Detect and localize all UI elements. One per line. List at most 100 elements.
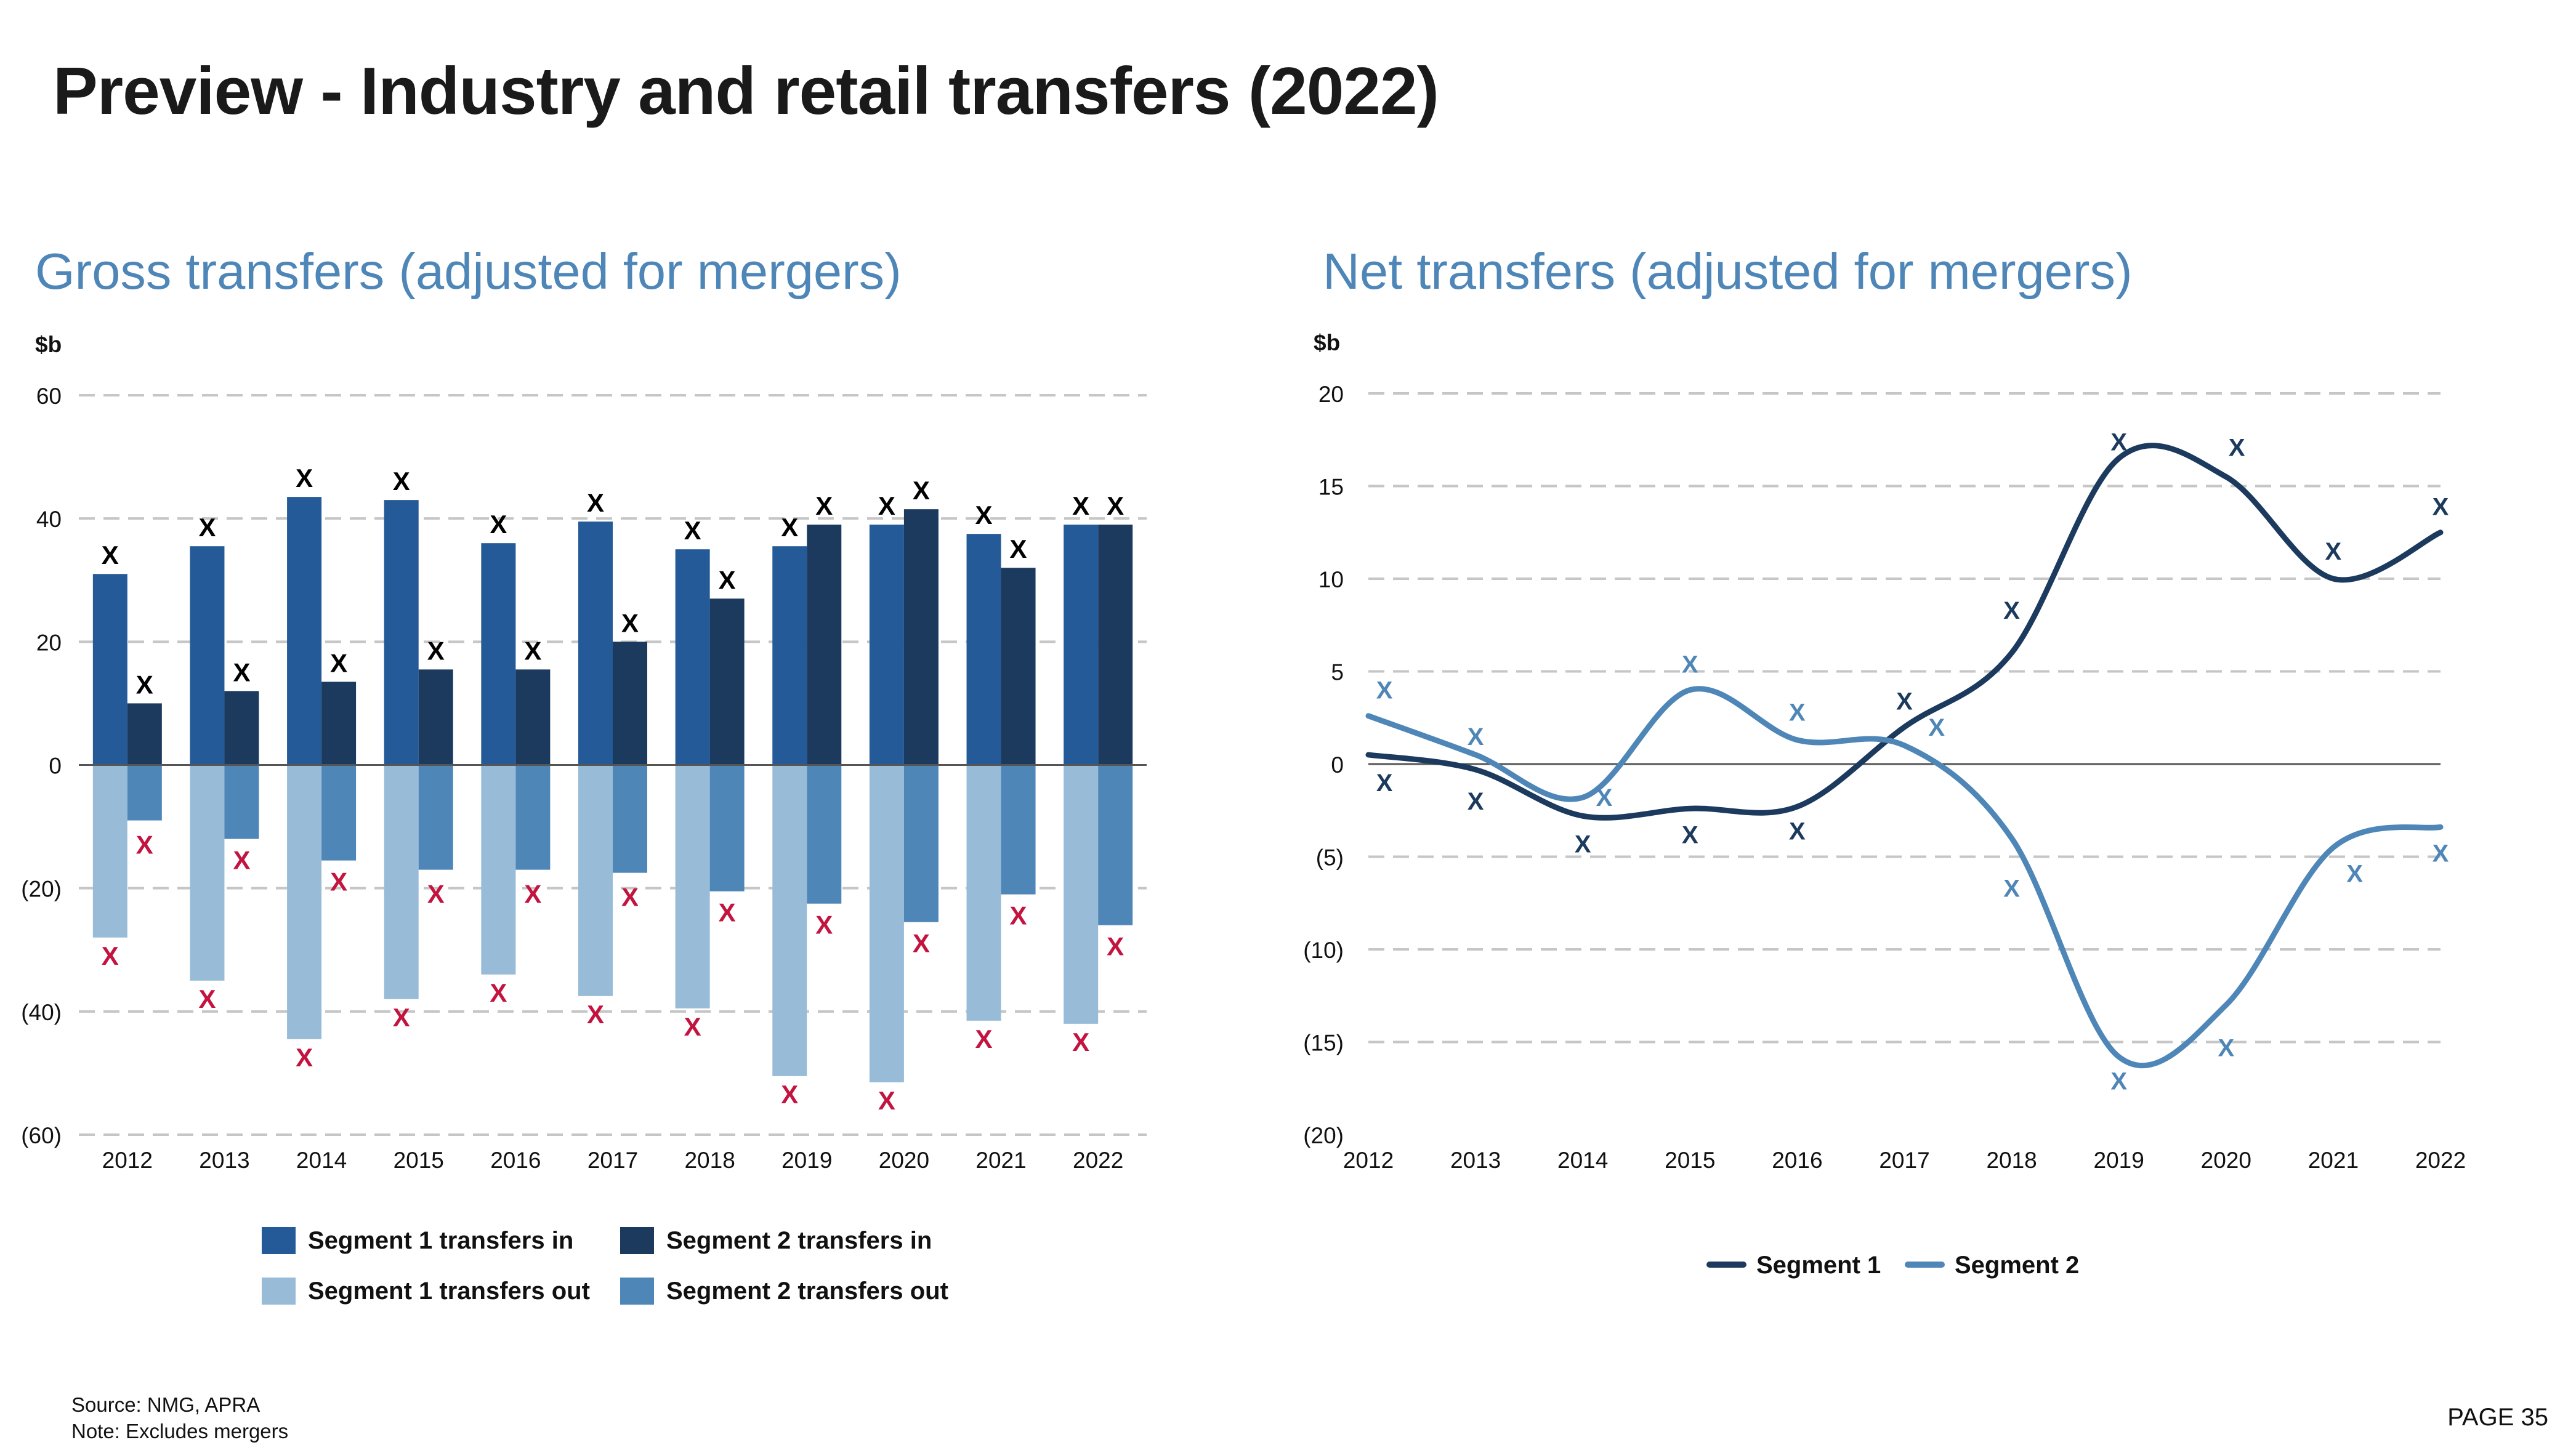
marker-segment2: X xyxy=(1682,651,1698,678)
marker-segment2: X xyxy=(2003,875,2020,903)
bar-segment2-in xyxy=(1001,568,1036,765)
x-tick-label: 2021 xyxy=(975,1148,1026,1173)
bar-segment2-in xyxy=(613,642,647,765)
marker-segment2-out: X xyxy=(233,846,250,875)
marker-segment2: X xyxy=(2433,840,2449,867)
marker-segment2-in: X xyxy=(524,636,541,665)
marker-segment1-out: X xyxy=(102,941,119,970)
marker-segment2-out: X xyxy=(427,880,445,909)
x-tick-label: 2016 xyxy=(490,1148,541,1173)
bar-segment2-out xyxy=(613,765,647,873)
marker-segment1-in: X xyxy=(1072,491,1089,520)
legend-label: Segment 2 transfers out xyxy=(666,1278,948,1305)
marker-segment2-out: X xyxy=(719,898,736,927)
bar-segment1-out xyxy=(578,765,613,996)
bar-segment1-in xyxy=(190,546,225,765)
marker-segment1: X xyxy=(1682,821,1698,848)
bar-segment1-in xyxy=(675,549,710,765)
y-tick-label: 5 xyxy=(1331,660,1344,685)
marker-segment1-in: X xyxy=(393,467,410,496)
marker-segment2-in: X xyxy=(621,608,639,637)
bar-segment2-out xyxy=(418,765,453,870)
x-tick-label: 2015 xyxy=(1665,1148,1715,1173)
marker-segment1-out: X xyxy=(684,1012,701,1041)
legend-swatch xyxy=(620,1227,654,1254)
marker-segment1-out: X xyxy=(1072,1028,1089,1057)
x-tick-label: 2021 xyxy=(2308,1148,2359,1173)
legend-label: Segment 2 xyxy=(1955,1252,2079,1279)
y-tick-label: 20 xyxy=(36,630,62,655)
marker-segment2-out: X xyxy=(524,880,541,909)
bar-segment2-out xyxy=(515,765,551,870)
y-tick-label: 40 xyxy=(36,507,62,532)
marker-segment1: X xyxy=(1575,831,1591,858)
bar-segment1-in xyxy=(578,521,613,765)
footnote: Note: Excludes mergers xyxy=(71,1420,289,1443)
y-tick-label: 60 xyxy=(36,384,62,409)
y-tick-label: 0 xyxy=(1331,752,1344,778)
bar-segment2-out xyxy=(127,765,162,821)
y-tick-label: 0 xyxy=(49,754,62,779)
marker-segment1: X xyxy=(2433,494,2449,521)
legend-label: Segment 1 transfers out xyxy=(308,1278,590,1305)
bar-segment1-out xyxy=(481,765,516,975)
bar-segment1-out xyxy=(675,765,710,1008)
x-tick-label: 2020 xyxy=(879,1148,929,1173)
marker-segment2-in: X xyxy=(136,670,153,699)
bar-segment1-out xyxy=(966,765,1001,1021)
bar-segment2-in xyxy=(709,598,745,765)
marker-segment2-out: X xyxy=(136,831,153,859)
y-tick-label: (60) xyxy=(21,1123,62,1148)
marker-segment1: X xyxy=(2003,597,2020,624)
bar-segment2-in xyxy=(321,682,357,765)
x-tick-label: 2014 xyxy=(1557,1148,1608,1173)
net-chart-title: Net transfers (adjusted for mergers) xyxy=(1323,243,2133,300)
x-tick-label: 2012 xyxy=(1343,1148,1394,1173)
y-tick-label: 10 xyxy=(1318,567,1344,592)
marker-segment2-in: X xyxy=(815,491,833,520)
marker-segment1-out: X xyxy=(587,1000,604,1029)
bar-segment1-in xyxy=(481,543,516,765)
y-tick-label: (10) xyxy=(1303,938,1344,963)
marker-segment2: X xyxy=(1376,677,1393,704)
bar-segment1-out xyxy=(1064,765,1099,1024)
x-tick-label: 2018 xyxy=(1986,1148,2037,1173)
marker-segment1-out: X xyxy=(490,978,507,1007)
marker-segment2: X xyxy=(2110,1068,2127,1095)
marker-segment2-out: X xyxy=(815,911,833,940)
x-tick-label: 2022 xyxy=(1073,1148,1123,1173)
bar-segment2-out xyxy=(321,765,357,861)
legend-label: Segment 1 xyxy=(1756,1252,1881,1279)
marker-segment2-in: X xyxy=(330,648,347,677)
bar-segment2-out xyxy=(224,765,259,839)
marker-segment2: X xyxy=(1789,699,1806,726)
marker-segment2: X xyxy=(2218,1035,2234,1062)
bar-segment2-out xyxy=(1001,765,1036,895)
bar-segment1-in xyxy=(287,497,322,765)
marker-segment2: X xyxy=(1928,714,1945,741)
page-number: PAGE 35 xyxy=(2447,1404,2548,1431)
x-tick-label: 2013 xyxy=(1450,1148,1501,1173)
marker-segment1-out: X xyxy=(393,1003,410,1032)
marker-segment2-in: X xyxy=(233,658,250,686)
marker-segment1-in: X xyxy=(781,513,798,542)
marker-segment1-in: X xyxy=(102,541,119,570)
marker-segment2: X xyxy=(1468,723,1484,751)
x-tick-label: 2016 xyxy=(1772,1148,1822,1173)
bar-segment2-out xyxy=(1098,765,1133,925)
legend-swatch xyxy=(262,1278,296,1305)
y-tick-label: (20) xyxy=(1303,1123,1344,1148)
bar-segment2-in xyxy=(1098,525,1133,765)
legend-swatch xyxy=(620,1278,654,1305)
bar-segment1-in xyxy=(966,534,1001,765)
y-tick-label: (15) xyxy=(1303,1031,1344,1056)
marker-segment1: X xyxy=(1468,788,1484,815)
marker-segment2-out: X xyxy=(1107,932,1124,961)
bar-segment1-out xyxy=(92,765,127,938)
bar-segment1-in xyxy=(92,574,127,765)
legend-label: Segment 1 transfers in xyxy=(308,1227,573,1254)
y-tick-label: (40) xyxy=(21,1000,62,1025)
x-tick-label: 2013 xyxy=(199,1148,249,1173)
legend-label: Segment 2 transfers in xyxy=(666,1227,932,1254)
